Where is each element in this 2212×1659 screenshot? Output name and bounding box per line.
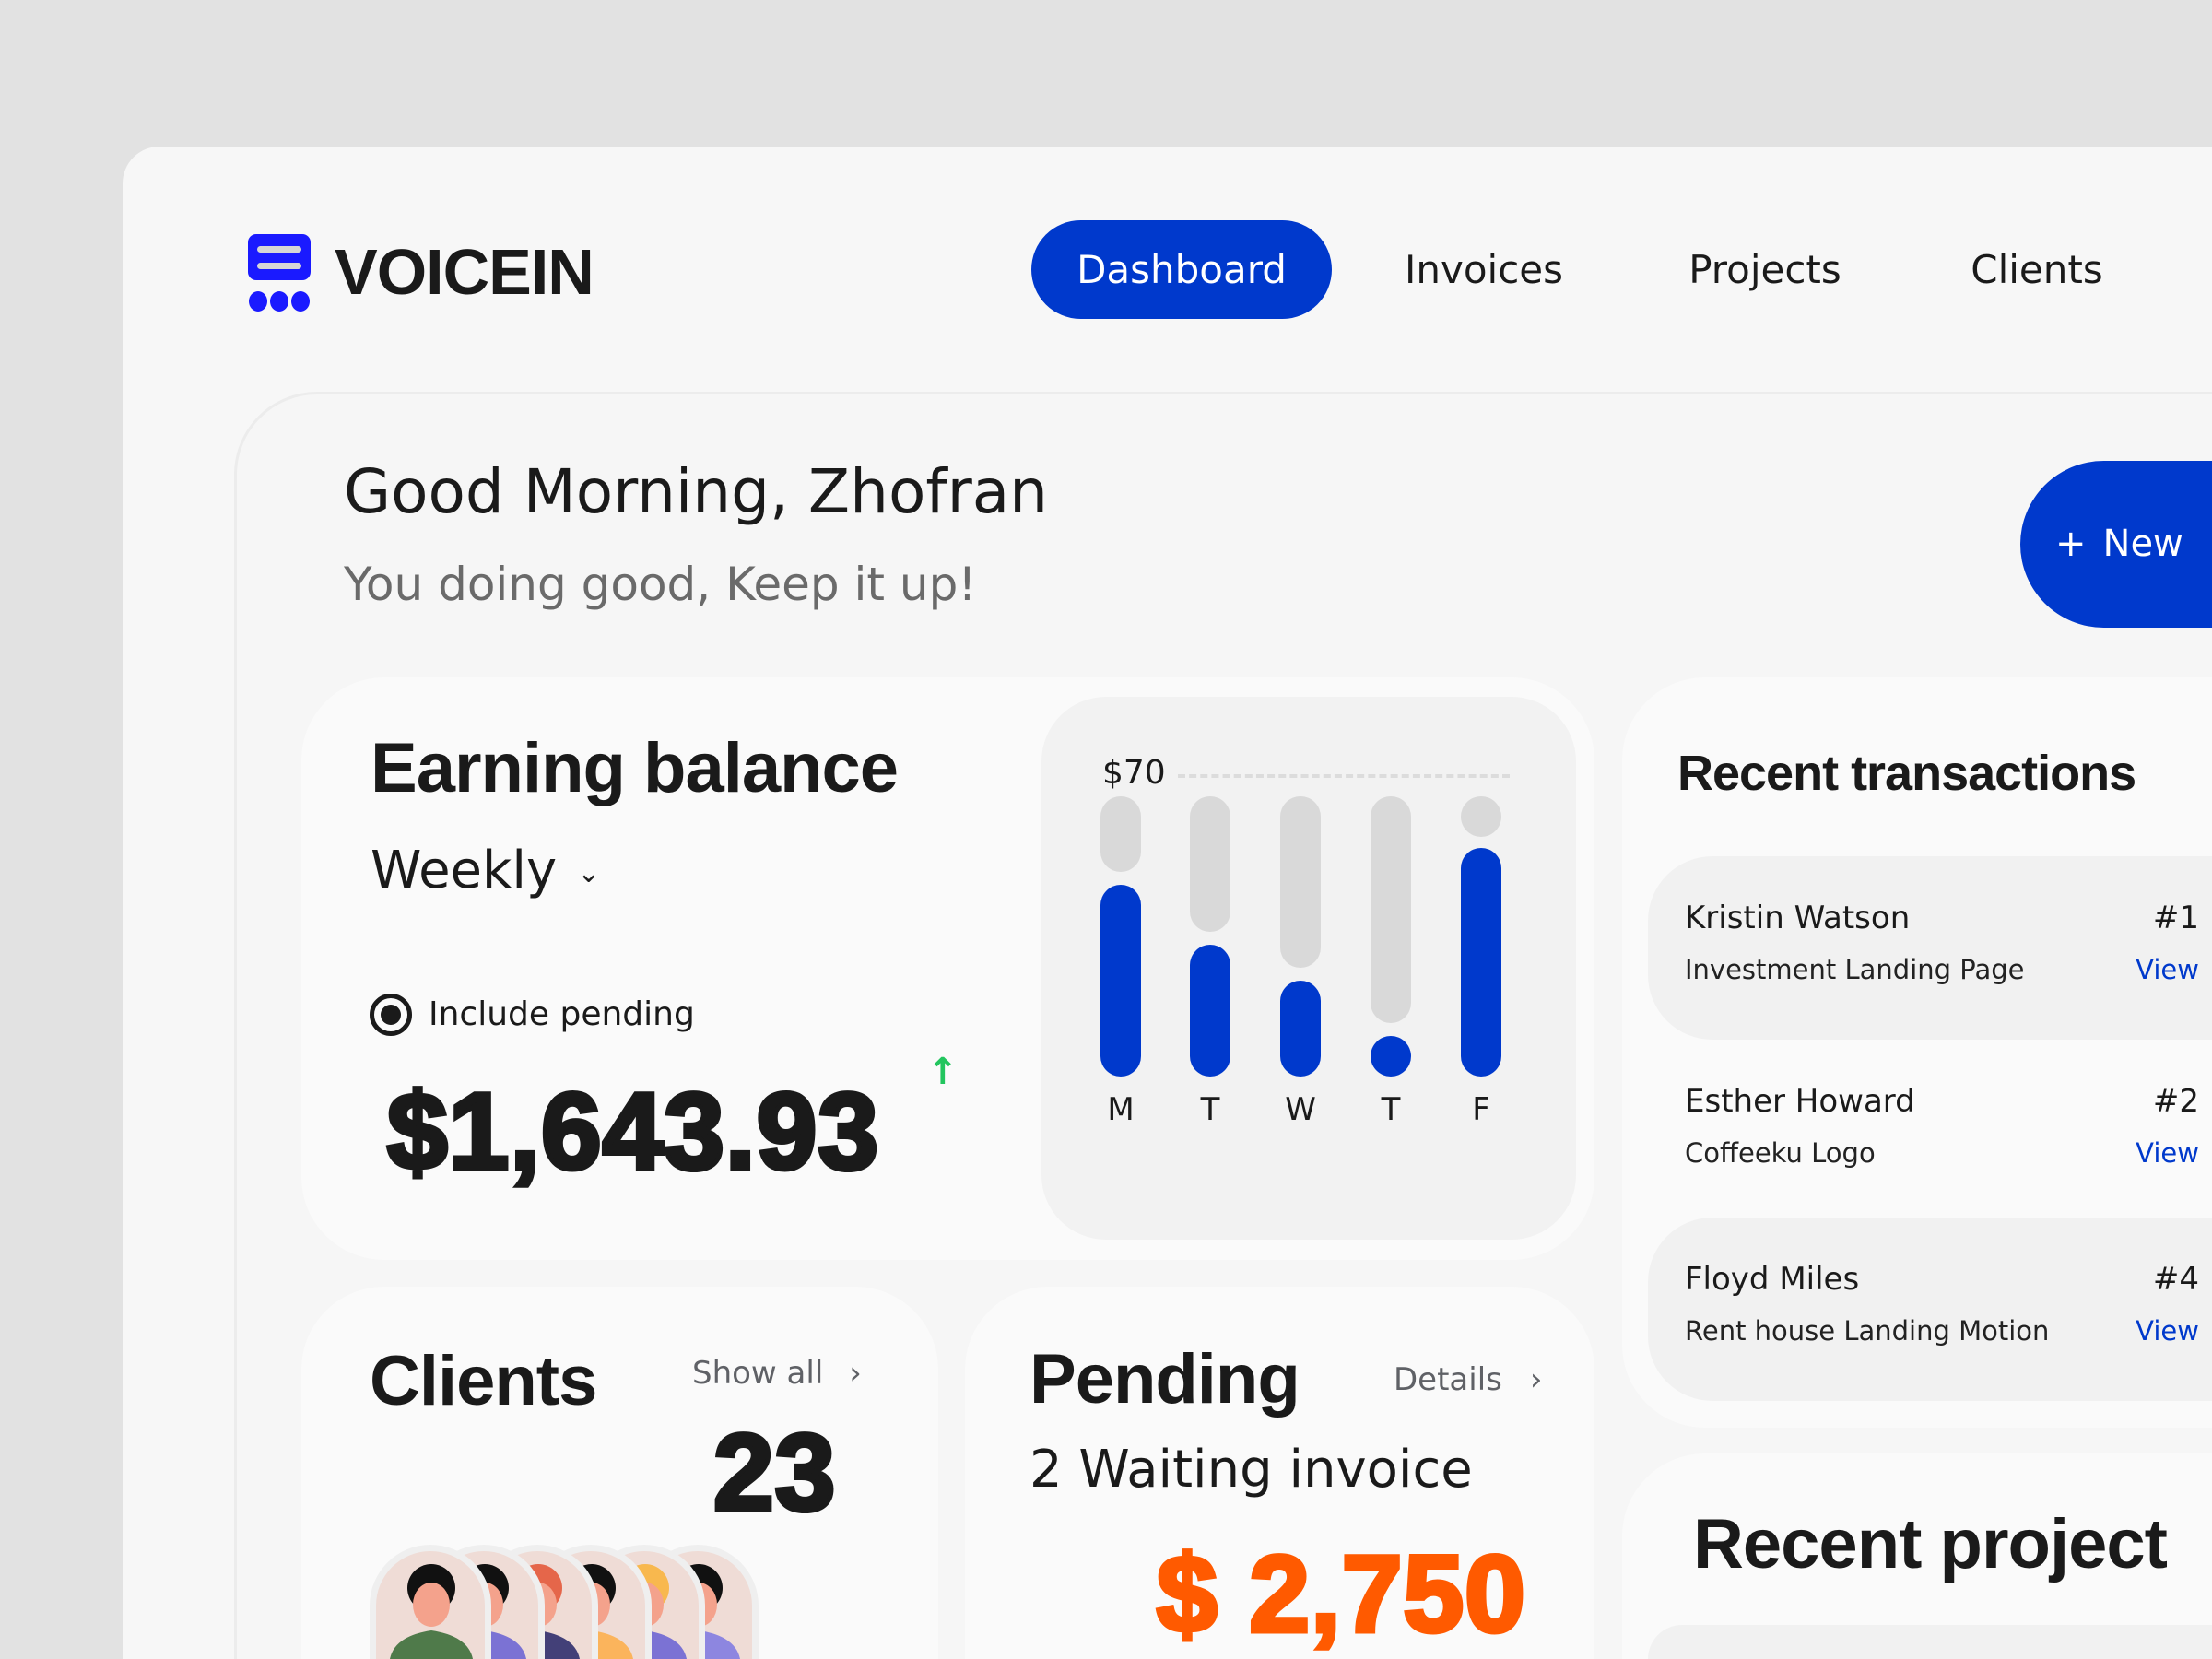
view-link[interactable]: View (2136, 954, 2199, 985)
project-name: Rent house Landing Motion (1685, 1315, 2050, 1347)
new-button-label: New (2102, 523, 2183, 565)
clients-title: Clients (370, 1342, 597, 1420)
max-gridline (1178, 774, 1510, 778)
bar-track (1371, 796, 1411, 1023)
projects-card (1622, 1453, 2212, 1659)
bar-T[interactable] (1190, 944, 1230, 1077)
bar-track (1190, 796, 1230, 932)
clients-count: 23 (711, 1410, 837, 1536)
transaction-row[interactable]: Esther Howard Coffeeku Logo #2 View (1648, 1040, 2212, 1223)
x-tick-label: W (1285, 1091, 1316, 1128)
details-label: Details (1394, 1361, 1502, 1398)
view-link[interactable]: View (2136, 1315, 2199, 1347)
greeting-subtitle: You doing good, Keep it up! (344, 558, 977, 611)
chevron-right-icon: › (1529, 1361, 1543, 1398)
project-name: Investment Landing Page (1685, 954, 2025, 985)
x-tick-label: T (1381, 1091, 1401, 1128)
bar-T[interactable] (1371, 1036, 1411, 1077)
client-name: Kristin Watson (1685, 900, 1911, 936)
nav-clients[interactable]: Clients (1971, 247, 2103, 292)
invoice-id: #2 (2152, 1083, 2199, 1120)
plus-icon: + (2055, 523, 2087, 565)
pending-amount: $ 2,750 (1155, 1532, 1528, 1658)
client-name: Esther Howard (1685, 1083, 1915, 1120)
project-row[interactable] (1648, 1625, 2212, 1659)
x-tick-label: T (1200, 1091, 1220, 1128)
pending-title: Pending (1030, 1340, 1300, 1418)
pending-card (965, 1287, 1594, 1659)
bar-track (1100, 796, 1141, 872)
earning-title: Earning balance (371, 729, 899, 807)
chevron-right-icon: › (849, 1355, 862, 1392)
invoice-stack-icon (248, 234, 311, 312)
transactions-title: Recent transactions (1677, 746, 2136, 801)
client-name: Floyd Miles (1685, 1261, 1860, 1298)
chart-max-label: $70 (1102, 754, 1166, 792)
earning-amount: $1,643.93 (385, 1069, 881, 1195)
show-all-label: Show all (692, 1355, 824, 1392)
invoice-id: #4 (2152, 1261, 2199, 1298)
project-name: Coffeeku Logo (1685, 1137, 1876, 1169)
new-button[interactable]: + New (2020, 461, 2212, 628)
arrow-up-icon: ↑ (927, 1051, 959, 1093)
include-pending-radio[interactable] (370, 994, 412, 1036)
brand-name: VOICEIN (335, 236, 594, 308)
greeting: Good Morning, Zhofran (344, 456, 1048, 527)
transaction-row[interactable]: Kristin Watson Investment Landing Page #… (1648, 856, 2212, 1040)
view-link[interactable]: View (2136, 1137, 2199, 1169)
bar-M[interactable] (1100, 884, 1141, 1077)
period-select[interactable]: Weekly ⌄ (371, 841, 600, 900)
show-all-link[interactable]: Show all › (692, 1355, 862, 1392)
waiting-invoice: 2 Waiting invoice (1030, 1440, 1473, 1500)
x-tick-label: F (1472, 1091, 1490, 1128)
bar-track (1280, 796, 1321, 968)
nav-projects[interactable]: Projects (1688, 247, 1841, 292)
nav-invoices[interactable]: Invoices (1404, 247, 1564, 292)
bar-track (1461, 796, 1501, 837)
client-avatar[interactable] (370, 1545, 491, 1659)
x-tick-label: M (1107, 1091, 1135, 1128)
nav-dashboard[interactable]: Dashboard (1031, 220, 1332, 319)
projects-title: Recent project (1693, 1505, 2168, 1583)
bar-W[interactable] (1280, 980, 1321, 1077)
include-pending-label: Include pending (429, 995, 695, 1033)
invoice-id: #1 (2152, 900, 2199, 936)
details-link[interactable]: Details › (1394, 1361, 1542, 1398)
bar-F[interactable] (1461, 848, 1501, 1077)
transaction-row[interactable]: Floyd Miles Rent house Landing Motion #4… (1648, 1218, 2212, 1401)
chevron-down-icon: ⌄ (577, 857, 601, 890)
weekly-chart: $70 M T W T F (1041, 697, 1576, 1240)
period-value: Weekly (371, 841, 558, 900)
